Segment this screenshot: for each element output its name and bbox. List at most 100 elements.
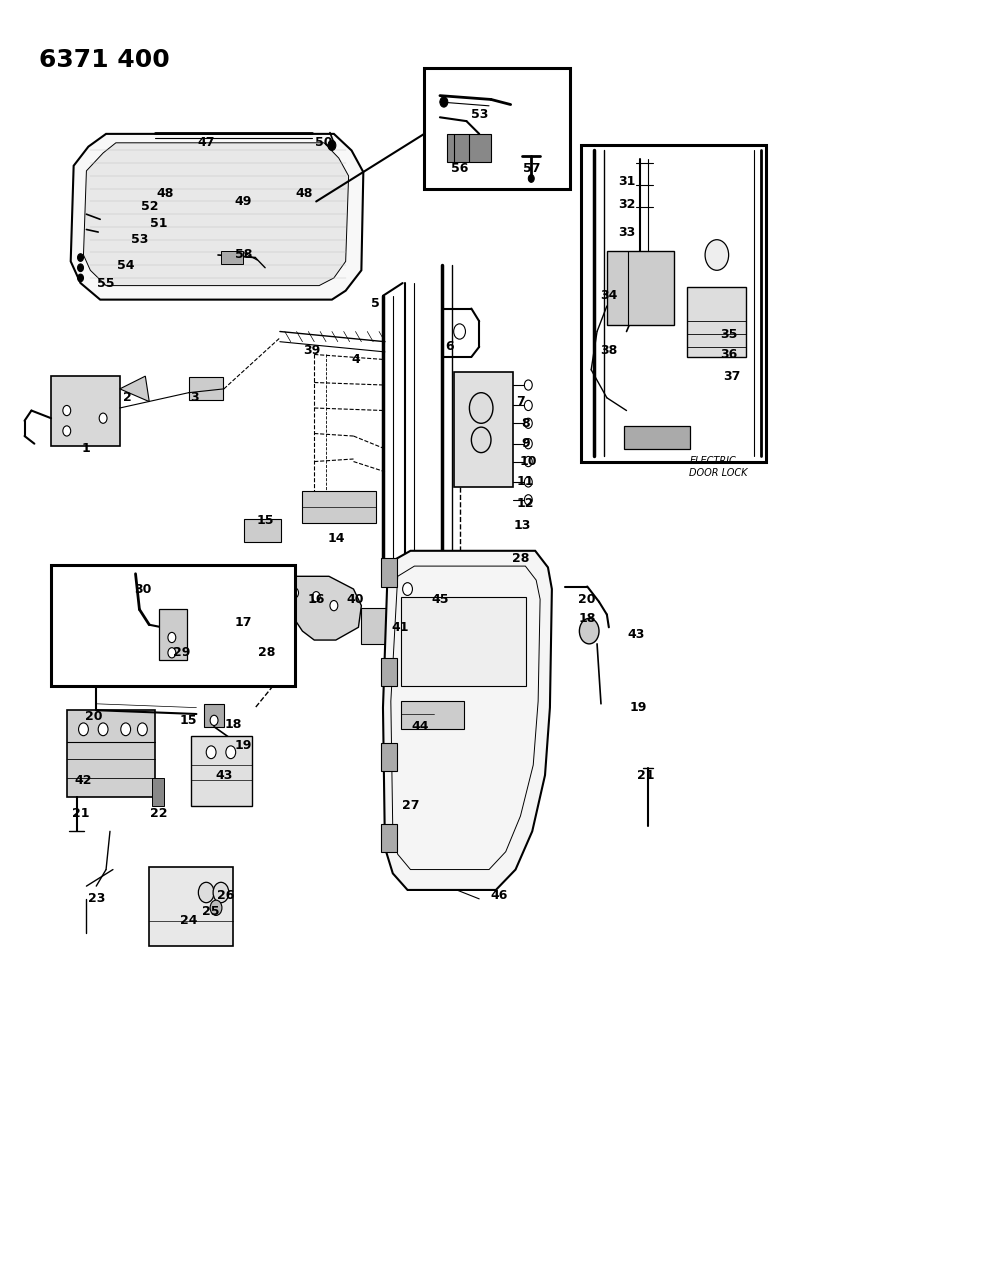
Bar bbox=[447, 134, 491, 162]
Circle shape bbox=[79, 723, 88, 736]
Bar bbox=[51, 565, 295, 686]
Bar bbox=[401, 701, 464, 729]
Circle shape bbox=[198, 882, 214, 903]
Text: 33: 33 bbox=[618, 226, 635, 238]
Text: 1: 1 bbox=[82, 442, 90, 455]
Circle shape bbox=[330, 601, 338, 611]
Text: 6: 6 bbox=[446, 340, 454, 353]
Text: 7: 7 bbox=[517, 395, 524, 408]
Polygon shape bbox=[255, 576, 361, 640]
Circle shape bbox=[579, 618, 599, 644]
Circle shape bbox=[524, 495, 532, 505]
Circle shape bbox=[524, 477, 532, 487]
Text: 48: 48 bbox=[156, 187, 174, 200]
Text: 11: 11 bbox=[517, 476, 534, 488]
Text: 20: 20 bbox=[84, 710, 102, 723]
Text: 31: 31 bbox=[618, 175, 635, 187]
Text: 42: 42 bbox=[75, 774, 92, 787]
Circle shape bbox=[440, 97, 448, 107]
Text: 56: 56 bbox=[451, 162, 468, 175]
Text: 53: 53 bbox=[131, 233, 148, 246]
Circle shape bbox=[271, 592, 279, 602]
Bar bbox=[302, 491, 376, 523]
Bar bbox=[607, 251, 674, 325]
Text: 22: 22 bbox=[150, 807, 168, 820]
Circle shape bbox=[99, 413, 107, 423]
Circle shape bbox=[137, 723, 147, 736]
Text: 43: 43 bbox=[627, 629, 645, 641]
Text: 9: 9 bbox=[521, 437, 529, 450]
Circle shape bbox=[63, 405, 71, 416]
Bar bbox=[381, 743, 397, 771]
Circle shape bbox=[121, 723, 131, 736]
Text: 15: 15 bbox=[256, 514, 274, 527]
Text: 41: 41 bbox=[392, 621, 409, 634]
Circle shape bbox=[98, 723, 108, 736]
Circle shape bbox=[528, 175, 534, 182]
Polygon shape bbox=[71, 134, 363, 300]
Text: 10: 10 bbox=[519, 455, 537, 468]
Bar bbox=[361, 608, 403, 644]
Text: 28: 28 bbox=[258, 646, 276, 659]
Bar bbox=[424, 68, 570, 189]
Text: 39: 39 bbox=[303, 344, 321, 357]
Bar bbox=[191, 736, 252, 806]
Circle shape bbox=[705, 240, 729, 270]
Circle shape bbox=[168, 648, 176, 658]
Bar bbox=[401, 597, 526, 686]
Text: 37: 37 bbox=[723, 370, 740, 382]
Circle shape bbox=[524, 456, 532, 467]
Circle shape bbox=[524, 400, 532, 411]
Text: 18: 18 bbox=[225, 718, 243, 731]
Circle shape bbox=[213, 882, 229, 903]
Circle shape bbox=[206, 746, 216, 759]
Text: 47: 47 bbox=[197, 136, 215, 149]
Circle shape bbox=[524, 380, 532, 390]
Text: 28: 28 bbox=[512, 552, 529, 565]
Text: 21: 21 bbox=[72, 807, 89, 820]
Bar bbox=[454, 372, 513, 487]
Text: 30: 30 bbox=[134, 583, 151, 595]
Text: 46: 46 bbox=[490, 889, 508, 901]
Circle shape bbox=[78, 274, 83, 282]
Text: 32: 32 bbox=[618, 198, 635, 210]
Bar bbox=[204, 704, 224, 727]
Text: 16: 16 bbox=[307, 593, 325, 606]
Circle shape bbox=[524, 439, 532, 449]
Circle shape bbox=[328, 140, 336, 150]
Text: 19: 19 bbox=[629, 701, 647, 714]
Text: 35: 35 bbox=[720, 328, 737, 340]
Text: 36: 36 bbox=[720, 348, 737, 361]
Text: 58: 58 bbox=[235, 249, 252, 261]
Text: 8: 8 bbox=[521, 417, 529, 430]
Text: 27: 27 bbox=[402, 799, 419, 812]
Text: 43: 43 bbox=[215, 769, 233, 782]
Text: 19: 19 bbox=[235, 740, 252, 752]
Text: 55: 55 bbox=[97, 277, 115, 289]
Text: 29: 29 bbox=[173, 646, 191, 659]
Text: 14: 14 bbox=[327, 532, 345, 544]
Polygon shape bbox=[383, 551, 552, 890]
Circle shape bbox=[78, 264, 83, 272]
Bar bbox=[581, 145, 766, 462]
Text: 26: 26 bbox=[217, 889, 235, 901]
Circle shape bbox=[63, 426, 71, 436]
Text: 24: 24 bbox=[180, 914, 197, 927]
Circle shape bbox=[168, 632, 176, 643]
Text: 50: 50 bbox=[315, 136, 333, 149]
Text: 45: 45 bbox=[431, 593, 449, 606]
Bar bbox=[149, 867, 233, 946]
Circle shape bbox=[210, 900, 222, 915]
Circle shape bbox=[524, 418, 532, 428]
Text: 51: 51 bbox=[150, 217, 168, 230]
Bar bbox=[189, 377, 223, 400]
Text: 40: 40 bbox=[347, 593, 364, 606]
Circle shape bbox=[469, 393, 493, 423]
Bar bbox=[624, 426, 690, 449]
Circle shape bbox=[291, 588, 299, 598]
Polygon shape bbox=[120, 376, 149, 402]
Text: 44: 44 bbox=[411, 720, 429, 733]
Bar bbox=[159, 609, 187, 660]
Circle shape bbox=[226, 746, 236, 759]
Text: 3: 3 bbox=[191, 391, 198, 404]
